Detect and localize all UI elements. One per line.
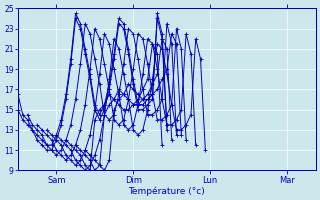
X-axis label: Température (°c): Température (°c)	[129, 186, 205, 196]
